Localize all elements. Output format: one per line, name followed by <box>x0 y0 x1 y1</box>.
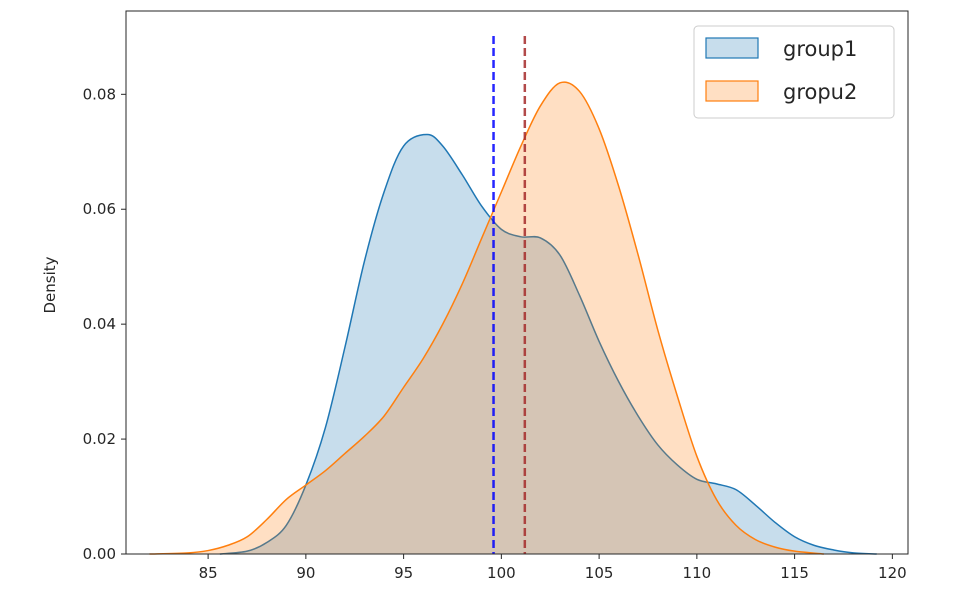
plot-frame <box>125 10 909 555</box>
series-layer <box>149 81 877 555</box>
mean-lines <box>492 36 527 554</box>
x-axis: 85 90 95 100 105 110 115 120 <box>199 554 907 582</box>
x-tick-label: 110 <box>683 564 712 582</box>
y-tick-label: 0.00 <box>83 545 116 563</box>
y-tick-label: 0.08 <box>83 85 116 103</box>
y-axis: 0.00 0.02 0.04 0.06 0.08 <box>83 85 126 563</box>
y-tick-label: 0.06 <box>83 200 116 218</box>
series-line-group1 <box>219 133 877 555</box>
y-tick-label: 0.02 <box>83 430 116 448</box>
x-tick-label: 90 <box>296 564 315 582</box>
x-tick-label: 100 <box>487 564 516 582</box>
series-area-group1 <box>219 134 877 555</box>
legend-label-gropu2: gropu2 <box>783 80 857 104</box>
y-tick-label: 0.04 <box>83 315 116 333</box>
x-tick-label: 95 <box>394 564 413 582</box>
legend-frame <box>693 25 895 119</box>
legend-swatch-group1 <box>705 37 759 59</box>
series-area-gropu2 <box>149 82 824 554</box>
y-axis-label: Density <box>41 256 59 313</box>
legend: group1 gropu2 <box>693 25 895 119</box>
legend-swatch-gropu2 <box>705 80 759 102</box>
legend-label-group1: group1 <box>783 37 857 61</box>
series-line-gropu2 <box>149 81 825 555</box>
x-tick-label: 120 <box>878 564 907 582</box>
x-tick-label: 115 <box>780 564 809 582</box>
x-tick-label: 105 <box>585 564 614 582</box>
x-tick-label: 85 <box>199 564 218 582</box>
